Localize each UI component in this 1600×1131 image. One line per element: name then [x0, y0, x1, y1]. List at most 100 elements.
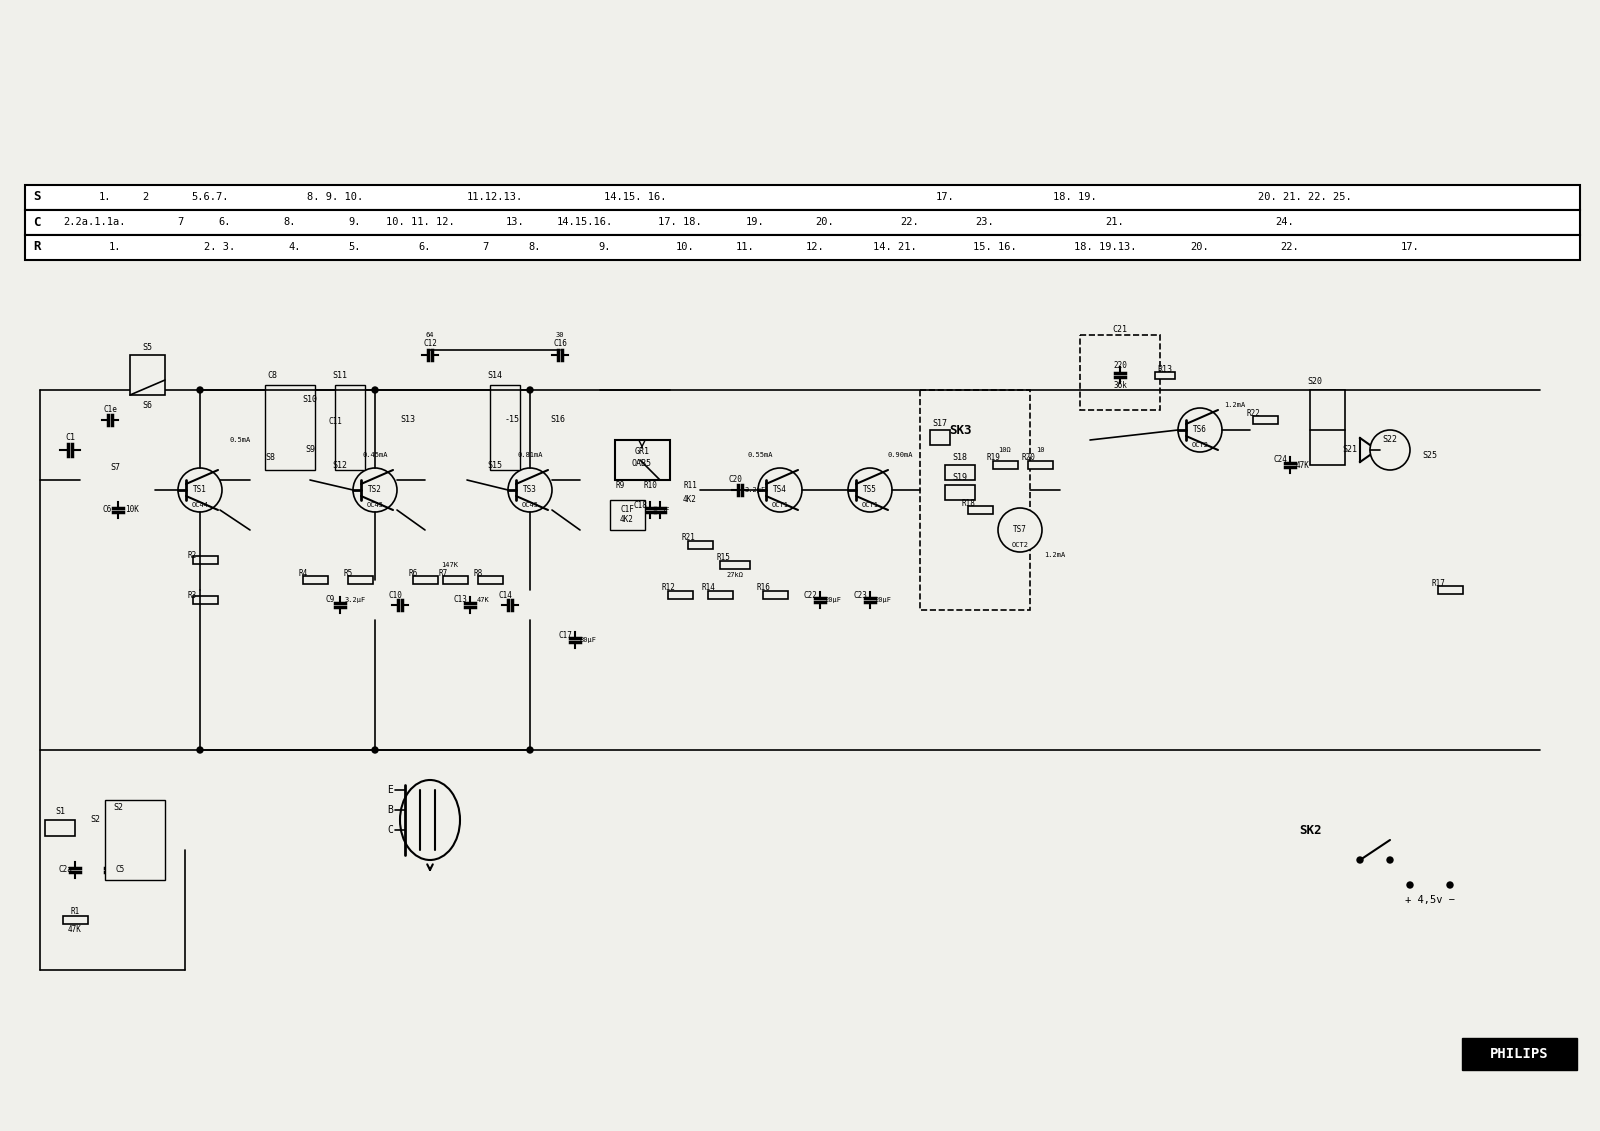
Text: S11: S11: [333, 371, 347, 380]
Circle shape: [758, 468, 802, 512]
Text: OC45: OC45: [366, 502, 384, 508]
Text: OCT1: OCT1: [861, 502, 878, 508]
Text: 11.12.13.: 11.12.13.: [467, 192, 523, 202]
Text: 0.45mA: 0.45mA: [362, 452, 387, 458]
Text: 8.: 8.: [528, 242, 541, 252]
Text: OCT2: OCT2: [1011, 542, 1029, 549]
Text: R12: R12: [661, 584, 675, 593]
Text: 36k: 36k: [1114, 380, 1126, 389]
Text: S8: S8: [266, 454, 275, 463]
Text: C12: C12: [422, 339, 437, 348]
Text: C20: C20: [728, 475, 742, 484]
Text: R18: R18: [962, 499, 974, 508]
Text: C1: C1: [66, 433, 75, 442]
Text: 1.: 1.: [109, 242, 122, 252]
Bar: [946, 465, 974, 480]
Bar: [334, 385, 365, 470]
Text: C24: C24: [1274, 456, 1286, 465]
Text: 10K: 10K: [125, 506, 139, 515]
Text: 11.: 11.: [736, 242, 754, 252]
Text: 47K: 47K: [477, 597, 490, 603]
Text: C10: C10: [389, 590, 402, 599]
Bar: [1310, 390, 1346, 465]
Circle shape: [526, 746, 533, 753]
Text: S1: S1: [54, 808, 66, 817]
Circle shape: [509, 468, 552, 512]
Text: B: B: [387, 805, 394, 815]
Text: C9: C9: [325, 596, 334, 604]
Ellipse shape: [400, 780, 461, 860]
Text: R14: R14: [701, 584, 715, 593]
Text: 220: 220: [1114, 361, 1126, 370]
Bar: [930, 430, 950, 444]
Text: 2: 2: [142, 192, 149, 202]
Circle shape: [371, 746, 378, 753]
Bar: [413, 576, 438, 584]
Bar: [62, 916, 88, 924]
Text: R8: R8: [474, 569, 483, 578]
Text: S7: S7: [110, 464, 120, 473]
Text: OCT2: OCT2: [1192, 442, 1208, 448]
Text: 1.2mA: 1.2mA: [1045, 552, 1066, 558]
Text: TS1: TS1: [194, 485, 206, 494]
Text: 6.: 6.: [219, 217, 232, 227]
Bar: [763, 592, 787, 599]
Bar: [106, 800, 165, 880]
Bar: [1155, 372, 1174, 379]
Text: S13: S13: [400, 415, 416, 424]
Text: S21: S21: [1342, 446, 1357, 455]
Text: 17.: 17.: [1400, 242, 1419, 252]
Circle shape: [354, 468, 397, 512]
Text: S20: S20: [1307, 378, 1323, 387]
Text: TS6: TS6: [1194, 425, 1206, 434]
Text: 0.55mA: 0.55mA: [747, 452, 773, 458]
Text: 20. 21. 22. 25.: 20. 21. 22. 25.: [1258, 192, 1352, 202]
Text: OC45: OC45: [522, 502, 539, 508]
Text: 27kΩ: 27kΩ: [726, 572, 744, 578]
Text: C23: C23: [853, 590, 867, 599]
Text: C11: C11: [328, 417, 342, 426]
Text: S10: S10: [302, 396, 317, 405]
Text: PHILIPS: PHILIPS: [1490, 1047, 1549, 1061]
Text: SK3: SK3: [949, 423, 971, 437]
Bar: [194, 556, 218, 564]
Text: S2: S2: [114, 803, 123, 812]
Bar: [1080, 335, 1160, 411]
Text: 21.: 21.: [1106, 217, 1125, 227]
Text: R1: R1: [70, 907, 80, 916]
Text: 4.: 4.: [288, 242, 301, 252]
Text: 1F: 1F: [661, 507, 669, 513]
Text: 18. 19.13.: 18. 19.13.: [1074, 242, 1136, 252]
Text: S22: S22: [1382, 435, 1397, 444]
Bar: [994, 461, 1018, 469]
Text: 23.: 23.: [976, 217, 994, 227]
Text: 15. 16.: 15. 16.: [973, 242, 1018, 252]
Text: S19: S19: [952, 474, 968, 483]
Text: S12: S12: [333, 460, 347, 469]
Bar: [610, 500, 645, 530]
Text: 1.: 1.: [99, 192, 112, 202]
Text: 17.: 17.: [936, 192, 954, 202]
Text: C6: C6: [102, 506, 112, 515]
Text: OCT1: OCT1: [771, 502, 789, 508]
Text: R7: R7: [438, 569, 448, 578]
Text: 6.: 6.: [419, 242, 432, 252]
Text: R16: R16: [757, 584, 770, 593]
Text: 2. 3.: 2. 3.: [205, 242, 235, 252]
Text: S17: S17: [933, 418, 947, 428]
Text: C8: C8: [267, 371, 277, 380]
Text: 10. 11. 12.: 10. 11. 12.: [386, 217, 454, 227]
Circle shape: [1387, 857, 1394, 863]
Text: 20.: 20.: [1190, 242, 1210, 252]
Text: 9.: 9.: [598, 242, 611, 252]
Text: C17: C17: [558, 630, 571, 639]
Bar: [720, 561, 750, 569]
Bar: [1462, 1038, 1578, 1070]
Bar: [26, 185, 1581, 210]
Text: OAB5: OAB5: [632, 458, 653, 467]
Text: S14: S14: [488, 371, 502, 380]
Text: 7: 7: [482, 242, 488, 252]
Bar: [26, 210, 1581, 235]
Text: 17. 18.: 17. 18.: [658, 217, 702, 227]
Text: S2: S2: [90, 815, 99, 824]
